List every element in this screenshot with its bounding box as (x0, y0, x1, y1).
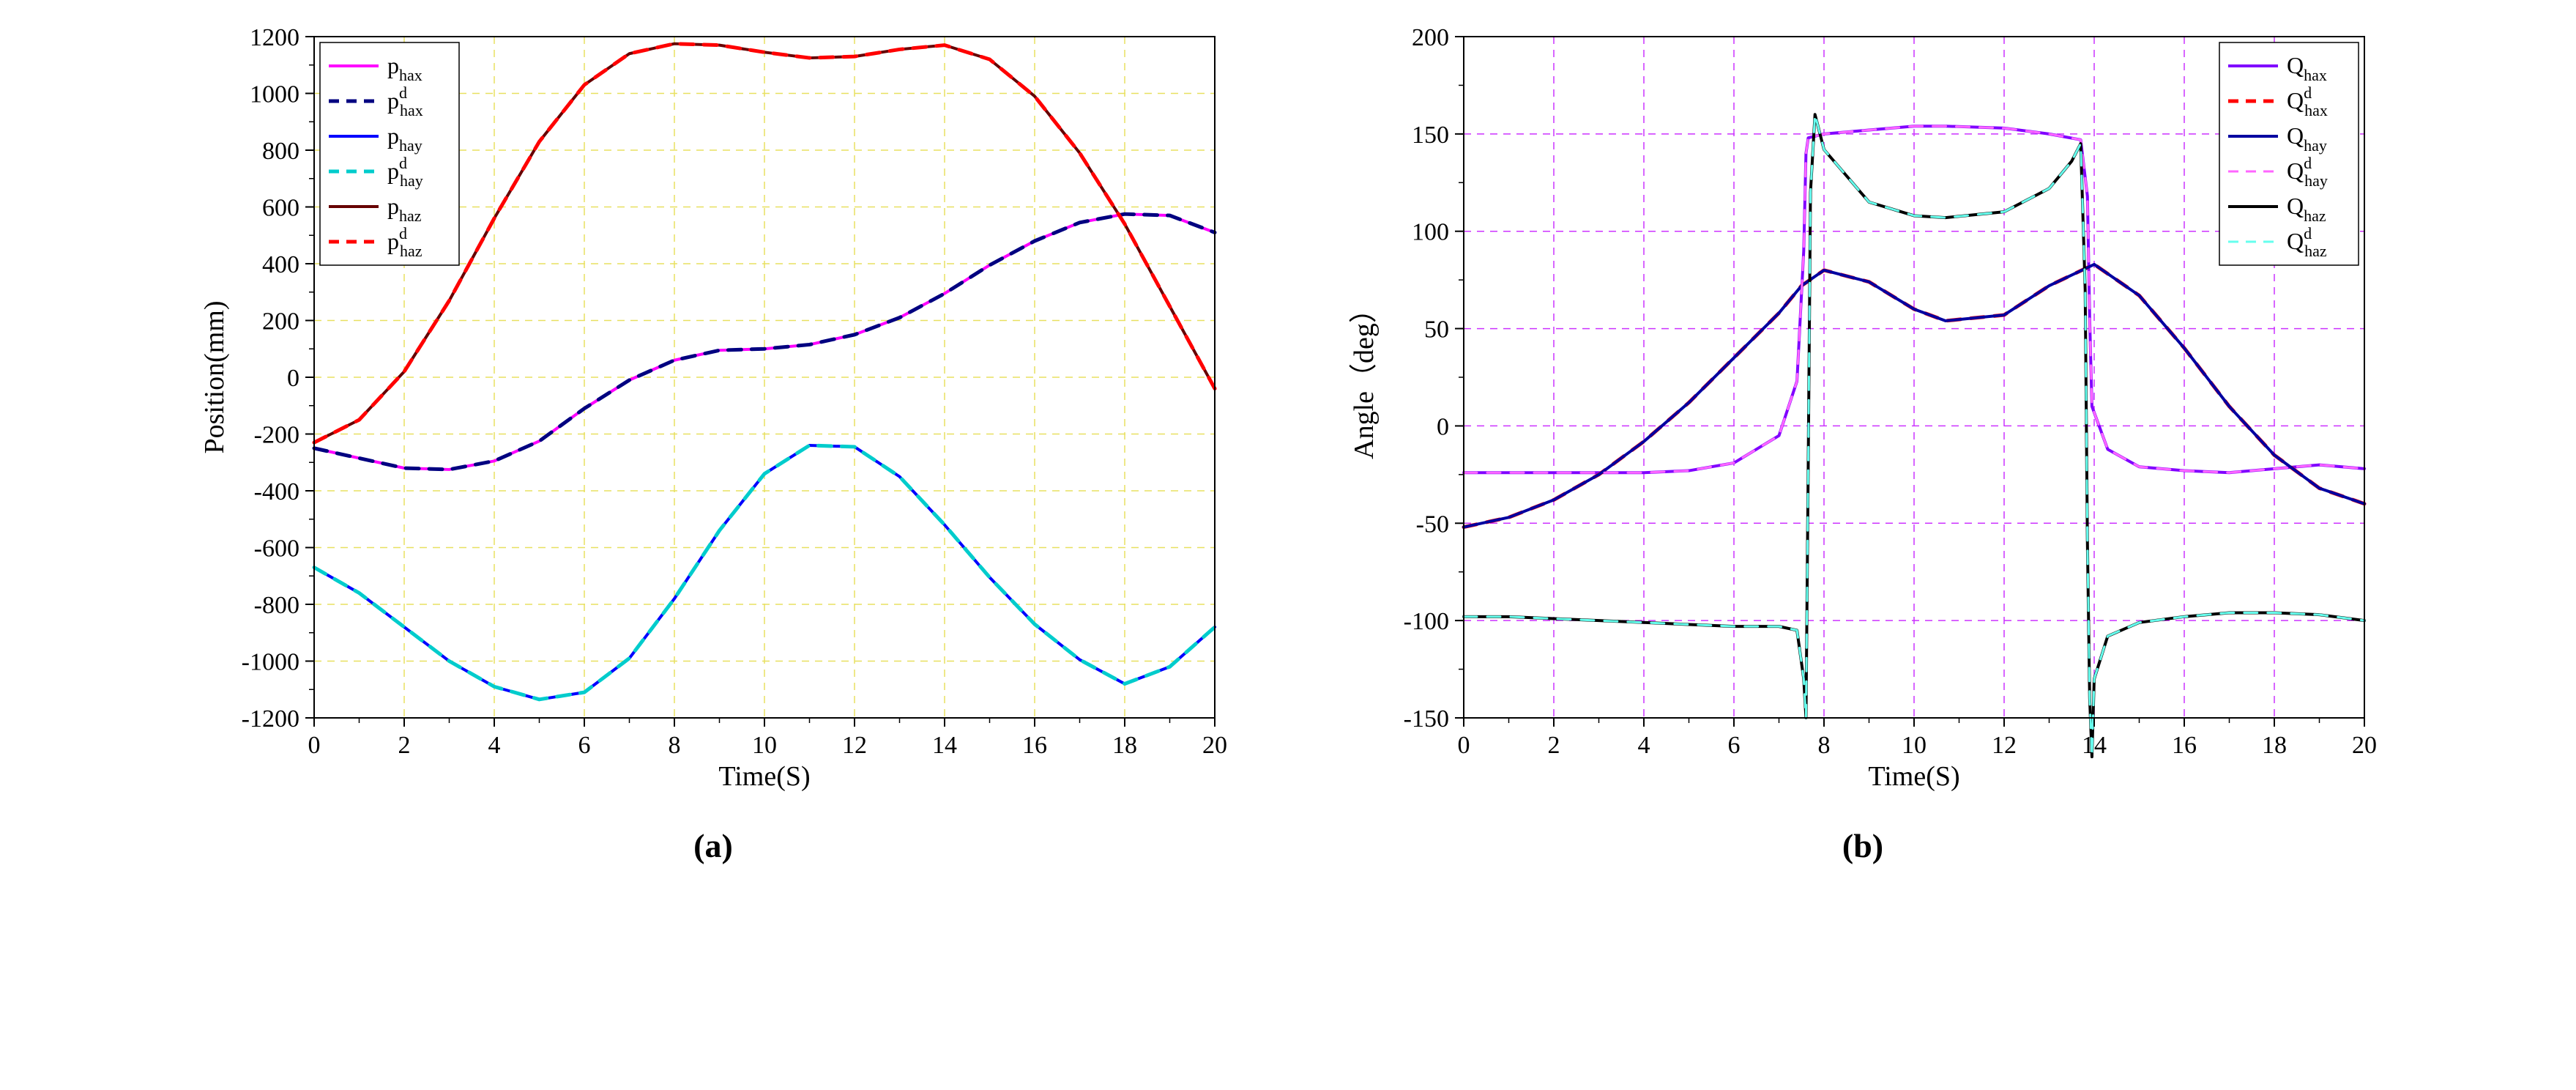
svg-text:-50: -50 (1416, 511, 1449, 538)
panel-b: 0 2 4 6 8 10 12 14 16 18 20 -150 -100 -50 0 50 100 150 200… (1339, 22, 2386, 865)
svg-text:400: 400 (262, 251, 299, 278)
svg-text:600: 600 (262, 195, 299, 222)
panel-b-sublabel: (b) (1842, 826, 1883, 865)
svg-text:-200: -200 (254, 422, 299, 449)
x-axis-label: Time(S) (718, 761, 810, 792)
svg-text:50: 50 (1424, 316, 1449, 344)
svg-text:18: 18 (2262, 732, 2287, 759)
svg-text:0: 0 (308, 732, 321, 759)
svg-text:200: 200 (1412, 24, 1449, 51)
svg-text:18: 18 (1112, 732, 1137, 759)
svg-text:800: 800 (262, 138, 299, 165)
svg-text:16: 16 (1022, 732, 1047, 759)
svg-text:1200: 1200 (250, 24, 299, 51)
svg-text:2: 2 (398, 732, 411, 759)
svg-text:0: 0 (287, 365, 299, 392)
svg-text:4: 4 (488, 732, 501, 759)
svg-text:20: 20 (2352, 732, 2377, 759)
svg-text:12: 12 (1992, 732, 2017, 759)
svg-text:6: 6 (578, 732, 591, 759)
svg-text:6: 6 (1728, 732, 1741, 759)
y-axis-label: Position(mm) (199, 300, 230, 453)
svg-text:20: 20 (1202, 732, 1227, 759)
svg-text:150: 150 (1412, 122, 1449, 149)
svg-text:2: 2 (1548, 732, 1560, 759)
svg-text:1000: 1000 (250, 81, 299, 108)
figure-container: 02468101214161820-1200-1000-800-600-400-… (0, 0, 2576, 880)
svg-text:10: 10 (752, 732, 777, 759)
panel-a-sublabel: (a) (693, 826, 733, 865)
svg-text:-600: -600 (254, 535, 299, 563)
svg-text:200: 200 (262, 308, 299, 335)
svg-text:0: 0 (1437, 413, 1449, 440)
x-axis-label: Time(S) (1868, 761, 1959, 792)
svg-text:12: 12 (842, 732, 867, 759)
svg-text:10: 10 (1902, 732, 1927, 759)
y-axis-label: Angle（deg） (1349, 295, 1380, 459)
svg-text:100: 100 (1412, 219, 1449, 246)
svg-text:8: 8 (1818, 732, 1831, 759)
legend: QhaxQdhaxQhayQdhayQhazQdhaz (2219, 42, 2359, 265)
svg-text:-400: -400 (254, 478, 299, 505)
svg-text:16: 16 (2172, 732, 2197, 759)
svg-text:4: 4 (1638, 732, 1650, 759)
chart-angle-vs-time: 0 2 4 6 8 10 12 14 16 18 20 -150 -100 -50 0 50 100 150 200… (1339, 22, 2386, 813)
svg-text:-1200: -1200 (242, 705, 299, 733)
panel-a: 0 2 4 6 8 10 12 14 16 18 20 -1200 -1000 -800 -600 -400 -… (190, 22, 1237, 865)
chart-position-vs-time: 0 2 4 6 8 10 12 14 16 18 20 -1200 -1000 -800 -600 -400 -… (190, 22, 1237, 813)
svg-text:-800: -800 (254, 592, 299, 619)
svg-text:14: 14 (2082, 732, 2107, 759)
svg-text:14: 14 (932, 732, 957, 759)
svg-text:-100: -100 (1404, 608, 1449, 635)
svg-text:0: 0 (1458, 732, 1470, 759)
svg-text:8: 8 (669, 732, 681, 759)
svg-text:-1000: -1000 (242, 649, 299, 676)
legend: phaxpdhaxphaypdhayphazpdhaz (320, 42, 459, 265)
svg-text:-150: -150 (1404, 705, 1449, 733)
